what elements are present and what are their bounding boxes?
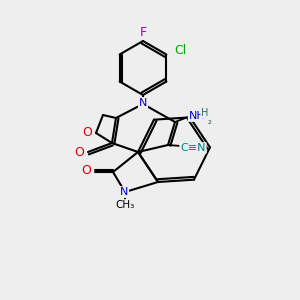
Text: Cl: Cl (174, 44, 187, 57)
Text: CH₃: CH₃ (116, 200, 135, 210)
Text: O: O (82, 127, 92, 140)
Text: N: N (120, 187, 128, 197)
Text: N: N (139, 98, 147, 108)
Text: C≡N: C≡N (180, 143, 206, 153)
Text: ₂: ₂ (208, 116, 212, 126)
Text: F: F (140, 26, 147, 38)
Text: NH: NH (189, 111, 206, 121)
Text: O: O (74, 146, 84, 158)
Text: O: O (81, 164, 91, 176)
Text: H: H (201, 108, 209, 118)
